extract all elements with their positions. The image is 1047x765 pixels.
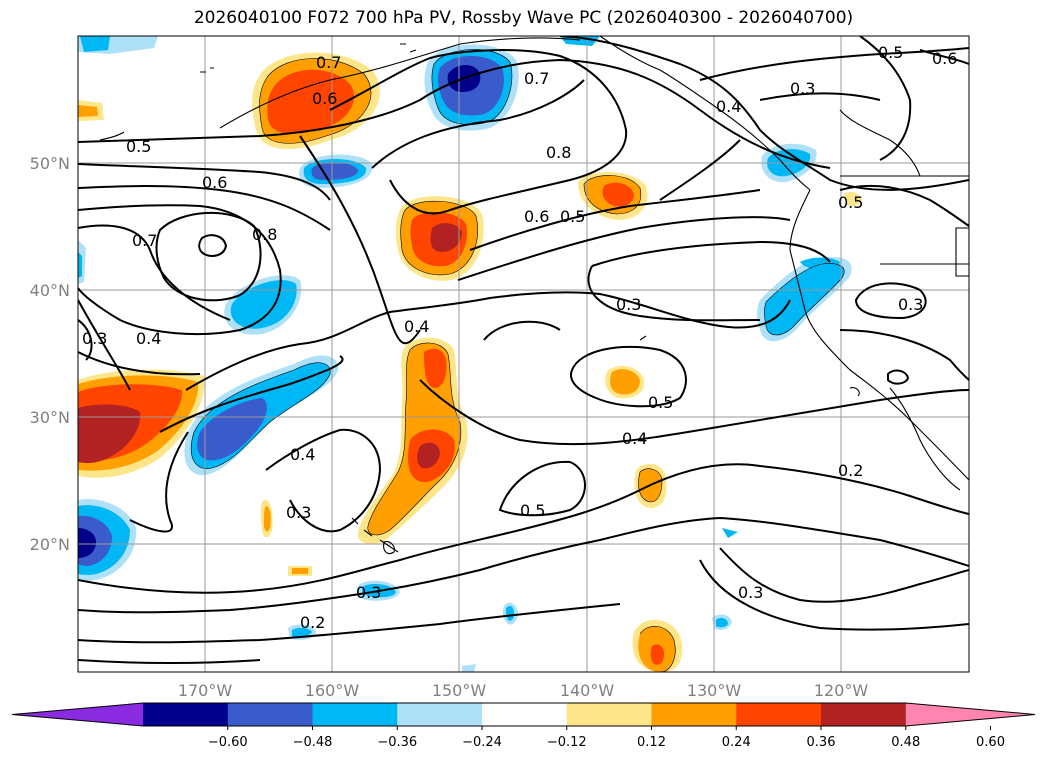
contour-label: 0.6 (932, 49, 957, 68)
colorbar-segment (482, 703, 568, 726)
colorbar-segment (821, 703, 907, 726)
positive-anomaly (430, 223, 462, 252)
contour-label: 0.3 (898, 295, 923, 314)
colorbar-segment (312, 703, 398, 726)
colorbar-segment (227, 703, 313, 726)
negative-anomaly (462, 664, 476, 672)
colorbar-tick-label: 0.12 (637, 735, 666, 750)
positive-anomaly (650, 644, 664, 665)
contour-label: 0.5 (838, 193, 863, 212)
negative-anomaly (311, 162, 358, 180)
lat-label: 30°N (30, 408, 70, 427)
map-panel (78, 36, 969, 672)
contour-label: 0.4 (716, 97, 741, 116)
contour-label: 0.4 (290, 445, 315, 464)
contour-label: 0.3 (356, 583, 381, 602)
negative-anomaly (506, 606, 514, 621)
colorbar-tick-label: 0.60 (976, 735, 1005, 750)
contour-label: 0.8 (252, 225, 277, 244)
colorbar-tick-label: −0.60 (208, 735, 248, 750)
colorbar-tick-label: −0.48 (293, 735, 333, 750)
contour-label: 0.7 (316, 53, 341, 72)
positive-anomaly (610, 369, 640, 395)
coastlines (99, 36, 969, 555)
graticule (78, 36, 969, 672)
negative-anomaly (197, 398, 267, 461)
longitude-labels: 170°W 160°W 150°W 140°W 130°W 120°W (178, 681, 869, 700)
colorbar-segment (651, 703, 737, 726)
contour-label: 0.2 (838, 461, 863, 480)
contour-label: 0.7 (132, 231, 157, 250)
colorbar-tick-label: 0.36 (807, 735, 836, 750)
negative-anomaly (292, 627, 312, 637)
colorbar-segment (566, 703, 652, 726)
map-frame (77, 35, 970, 673)
colorbar-outline (11, 702, 1036, 727)
colorbar: −0.60 −0.48 −0.36 −0.24 −0.12 0.12 0.24 0.36 0.4… (11, 702, 1036, 750)
colorbar-tick-label: −0.36 (377, 735, 417, 750)
lon-label: 140°W (560, 681, 615, 700)
contour-label: 0.7 (524, 69, 549, 88)
negative-anomaly (764, 263, 845, 335)
positive-anomaly (844, 192, 862, 207)
contour-label: 0.6 (524, 207, 549, 226)
lon-label: 120°W (814, 681, 869, 700)
latitude-labels: 50°N 40°N 30°N 20°N (30, 154, 70, 554)
contour-label: 0.4 (404, 317, 429, 336)
negative-anomaly (78, 252, 82, 278)
colorbar-segment (397, 703, 483, 726)
colorbar-segment (736, 703, 822, 726)
contour-label: 0.3 (82, 329, 107, 348)
contour-label: 0.8 (546, 143, 571, 162)
contour-label: 0.5 (560, 207, 585, 226)
lon-label: 170°W (178, 681, 233, 700)
contour-label: 0.3 (286, 503, 311, 522)
colorbar-extend-high (905, 703, 1035, 726)
lon-label: 150°W (432, 681, 487, 700)
contour-label: 0.6 (202, 173, 227, 192)
positive-anomaly (602, 182, 634, 207)
colorbar-tick-label: 0.24 (722, 735, 751, 750)
negative-anomaly (80, 36, 110, 52)
contour-label: 0.5 (126, 137, 151, 156)
colorbar-segment (143, 703, 229, 726)
positive-anomaly (78, 404, 141, 464)
contour-label: 0.3 (790, 79, 815, 98)
lon-label: 130°W (687, 681, 742, 700)
lat-label: 50°N (30, 154, 70, 173)
contour-label: 0.3 (616, 295, 641, 314)
contour-label: 0.3 (738, 583, 763, 602)
map-title: 2026040100 F072 700 hPa PV, Rossby Wave … (193, 8, 854, 28)
lon-label: 160°W (305, 681, 360, 700)
contour-label: 0.5 (520, 501, 545, 520)
positive-anomaly (424, 348, 447, 388)
contour-label: 0.4 (622, 429, 647, 448)
contour-label: 0.6 (312, 89, 337, 108)
positive-anomaly (264, 506, 271, 532)
lat-label: 40°N (30, 281, 70, 300)
contour-labels: 0.7 0.6 0.7 0.8 0.5 0.6 0.7 0.8 0.6 0.5 … (82, 43, 957, 632)
lat-label: 20°N (30, 535, 70, 554)
contour-label: 0.4 (136, 329, 161, 348)
positive-anomaly (292, 568, 308, 574)
negative-anomaly (78, 528, 96, 558)
colorbar-tick-label: −0.24 (462, 735, 502, 750)
negative-anomaly (722, 528, 738, 538)
colorbar-tick-label: −0.12 (547, 735, 587, 750)
contour-label: 0.2 (300, 613, 325, 632)
colorbar-extend-low (12, 703, 143, 726)
colorbar-tick-label: 0.48 (891, 735, 920, 750)
positive-anomaly (78, 105, 98, 117)
contour-label: 0.5 (878, 43, 903, 62)
positive-anomaly (417, 442, 440, 469)
contour-label: 0.5 (648, 393, 673, 412)
negative-anomaly (716, 617, 728, 628)
pv-contours (78, 36, 969, 664)
